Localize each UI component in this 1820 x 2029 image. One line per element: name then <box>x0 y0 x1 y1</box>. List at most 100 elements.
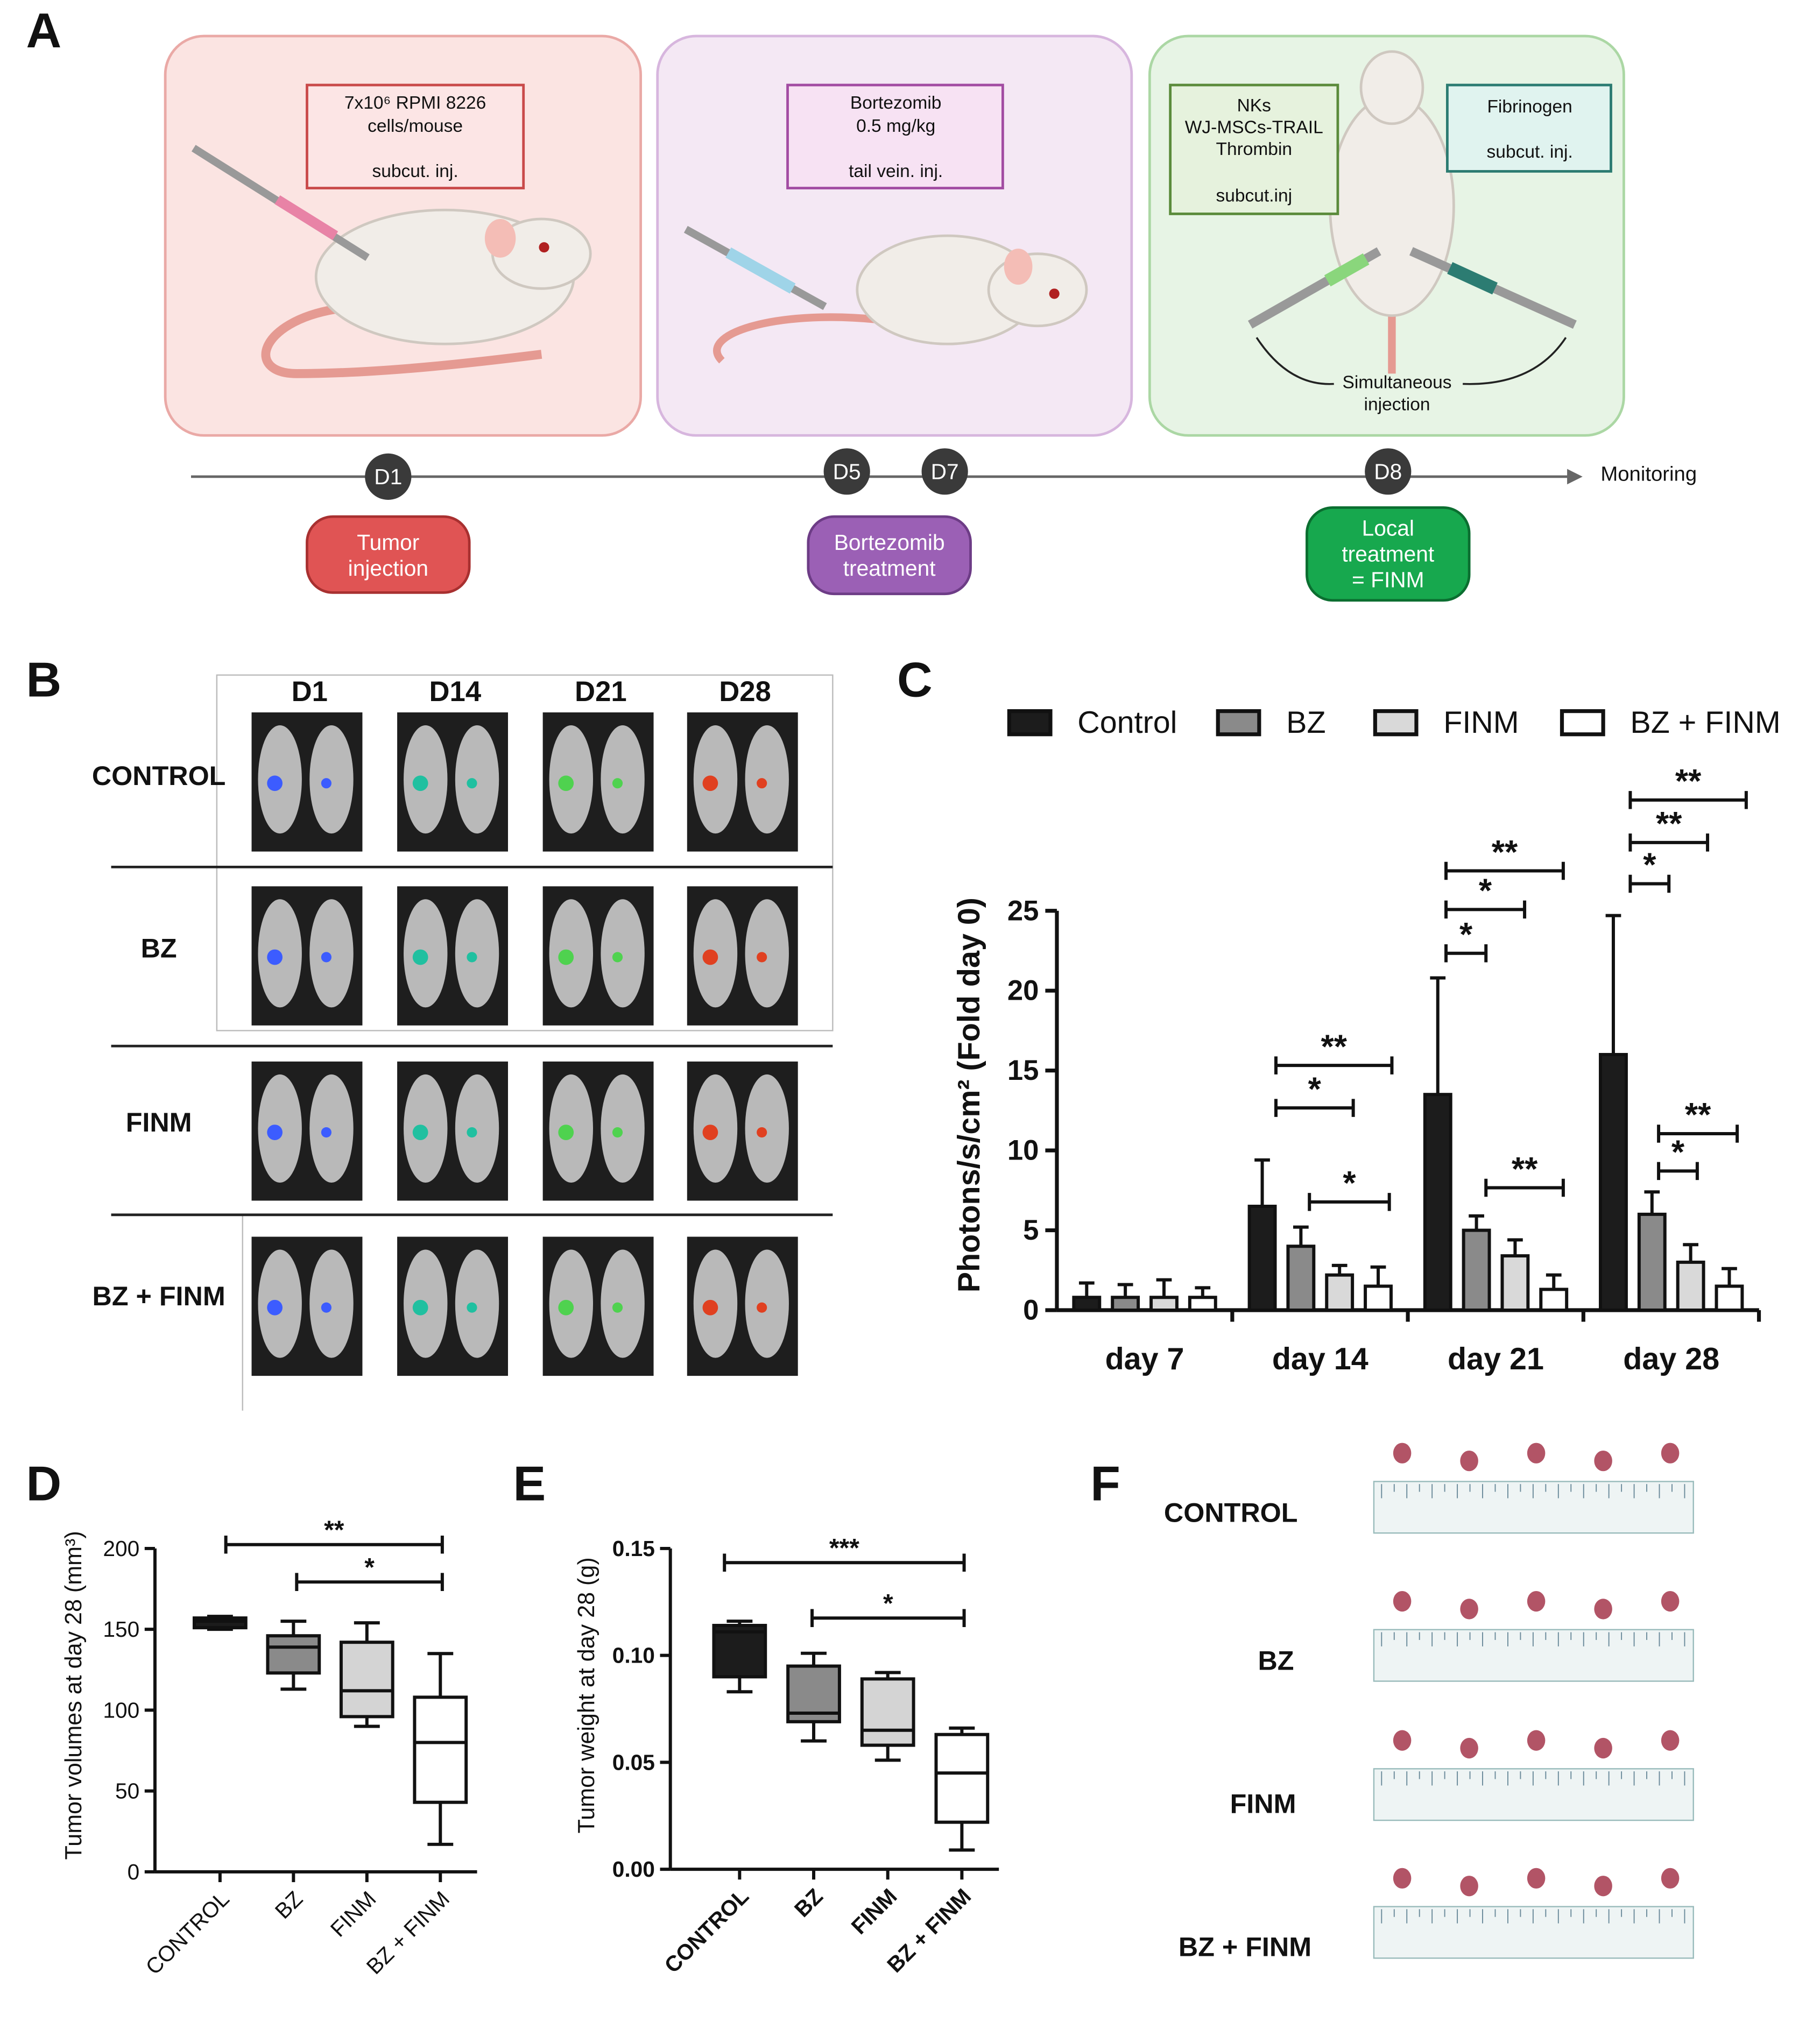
significance-bracket <box>1484 1178 1565 1197</box>
signal-spot <box>321 778 331 789</box>
tumor-sample <box>1661 1590 1680 1612</box>
whisker <box>874 1745 901 1762</box>
tumor-sample <box>1393 1590 1412 1612</box>
tumor-sample <box>1393 1730 1412 1751</box>
mouse-image <box>309 899 354 1008</box>
significance-label: * <box>364 1553 375 1582</box>
row-label: CONTROL <box>92 760 226 791</box>
legend-label: FINM <box>1443 705 1519 740</box>
whisker <box>427 1802 454 1846</box>
y-tick-label: 150 <box>103 1617 139 1642</box>
ruler <box>1373 1629 1694 1682</box>
tumor-sample <box>1460 1599 1478 1620</box>
significance-label: ** <box>1675 763 1702 800</box>
box-text: 7x10⁶ RPMI 8226 <box>344 93 486 113</box>
step-text: Tumor <box>357 530 419 555</box>
y-tick-label: 0.10 <box>612 1643 655 1668</box>
step-text: = FINM <box>1352 567 1424 592</box>
ruler <box>1373 1481 1694 1534</box>
bar <box>1637 1212 1667 1312</box>
tumor-sample <box>1527 1868 1546 1889</box>
tumor-sample <box>1594 1876 1612 1897</box>
image-frame <box>216 674 834 1031</box>
whisker <box>949 1822 975 1852</box>
significance-bracket <box>295 1573 444 1591</box>
day-label: D1 <box>374 464 402 489</box>
tumor-sample <box>1527 1730 1546 1751</box>
tumor-sample <box>1661 1730 1680 1751</box>
signal-spot <box>558 949 574 965</box>
signal-spot <box>612 1127 623 1138</box>
signal-spot <box>702 1299 718 1316</box>
mouse-image <box>745 1249 789 1358</box>
tumor-sample <box>1460 1450 1478 1472</box>
step-text: injection <box>348 556 428 581</box>
step-text: Local <box>1362 516 1414 541</box>
significance-label: ** <box>1512 1151 1538 1188</box>
annotation: Simultaneous <box>1343 373 1452 393</box>
tumor-sample <box>1594 1599 1612 1620</box>
whisker <box>427 1652 454 1698</box>
row-label: FINM <box>1230 1788 1296 1819</box>
significance-bracket <box>1444 861 1565 880</box>
box-text: Fibrinogen <box>1487 97 1572 117</box>
x-tick-label: day 14 <box>1272 1342 1368 1376</box>
panel-b <box>111 674 834 1411</box>
column-label: D28 <box>719 676 771 708</box>
row-label: FINM <box>126 1107 192 1137</box>
y-axis-label: Tumor volumes at day 28 (mm³) <box>61 1531 87 1860</box>
mouse-image <box>455 1074 499 1183</box>
day-marker <box>1365 448 1412 495</box>
significance-bracket <box>723 1553 966 1572</box>
box-text: cells/mouse <box>368 116 463 136</box>
tumor-sample <box>1594 1737 1612 1759</box>
bar <box>1286 1245 1316 1312</box>
row-label: BZ + FINM <box>93 1281 225 1311</box>
signal-spot <box>702 775 718 791</box>
panel-label: D <box>26 1457 62 1511</box>
step-text: treatment <box>843 556 936 581</box>
whisker <box>354 1621 380 1643</box>
step-box <box>1306 506 1471 602</box>
legend-label: BZ <box>1286 705 1325 740</box>
signal-spot <box>757 1127 767 1138</box>
signal-spot <box>412 775 428 791</box>
error-bar <box>1605 914 1621 1055</box>
mouse-image <box>601 725 645 834</box>
day-marker <box>823 448 870 495</box>
whisker <box>354 1716 380 1728</box>
bar <box>1188 1296 1217 1312</box>
y-tick-label: 20 <box>1007 975 1039 1007</box>
y-tick-label: 5 <box>1023 1214 1039 1246</box>
signal-spot <box>757 952 767 963</box>
bar <box>1423 1093 1452 1312</box>
box <box>192 1616 248 1630</box>
x-tick-label: day 28 <box>1623 1342 1719 1376</box>
column-label: D14 <box>429 676 482 708</box>
box-text: NKs <box>1237 96 1271 116</box>
whisker <box>801 1721 827 1743</box>
box <box>712 1624 767 1679</box>
signal-spot <box>702 949 718 965</box>
error-bar <box>1293 1225 1309 1247</box>
panel-label: C <box>897 653 933 708</box>
box-text: Thrombin <box>1216 139 1292 159</box>
bar <box>1539 1288 1569 1312</box>
significance-label: ** <box>1492 834 1518 871</box>
signal-spot <box>412 949 428 965</box>
signal-spot <box>267 949 283 965</box>
row-label: BZ <box>141 933 177 964</box>
box <box>266 1634 321 1675</box>
significance-label: * <box>1671 1134 1685 1171</box>
box <box>413 1695 468 1804</box>
signal-spot <box>612 1302 623 1313</box>
y-tick-label: 50 <box>115 1779 139 1804</box>
bar <box>1500 1254 1530 1312</box>
signal-spot <box>267 775 283 791</box>
bar <box>1676 1260 1705 1312</box>
significance-label: *** <box>829 1534 859 1563</box>
x-tick-label: FINM <box>326 1886 381 1942</box>
bar <box>1149 1296 1179 1312</box>
day-marker <box>921 448 968 495</box>
significance-bracket <box>810 1609 966 1627</box>
